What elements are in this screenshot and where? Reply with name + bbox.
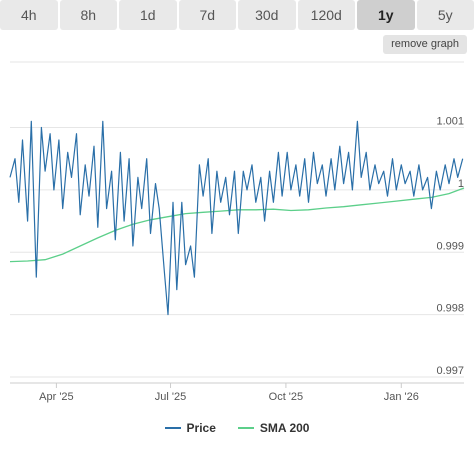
tab-5y[interactable]: 5y — [416, 0, 474, 30]
tab-1y[interactable]: 1y — [357, 0, 415, 30]
x-tick-label: Oct '25 — [269, 391, 304, 403]
y-tick-label: 1 — [458, 178, 464, 190]
y-tick-label: 1.001 — [436, 116, 464, 128]
timeframe-tabs: 4h 8h 1d 7d 30d 120d 1y 5y — [0, 0, 474, 30]
tab-1d[interactable]: 1d — [119, 0, 177, 30]
x-tick-label: Jan '26 — [384, 391, 419, 403]
tab-30d[interactable]: 30d — [238, 0, 296, 30]
x-tick-label: Jul '25 — [155, 391, 186, 403]
y-tick-label: 0.999 — [436, 240, 464, 252]
legend-item-price[interactable]: Price — [164, 421, 216, 435]
tab-120d[interactable]: 120d — [297, 0, 355, 30]
series-line-sma-200 — [9, 187, 465, 263]
y-tick-label: 0.998 — [436, 303, 464, 315]
tab-7d[interactable]: 7d — [178, 0, 236, 30]
legend-item-sma[interactable]: SMA 200 — [237, 421, 310, 435]
chart-legend: Price SMA 200 — [0, 421, 474, 435]
legend-swatch-sma — [237, 427, 254, 429]
legend-swatch-price — [164, 427, 181, 429]
legend-label-price: Price — [186, 421, 216, 435]
remove-graph-button[interactable]: remove graph — [383, 35, 467, 54]
series-line-price — [9, 120, 464, 316]
x-tick-label: Apr '25 — [39, 391, 74, 403]
tab-4h[interactable]: 4h — [0, 0, 58, 30]
tab-8h[interactable]: 8h — [59, 0, 117, 30]
legend-label-sma: SMA 200 — [259, 421, 310, 435]
y-tick-label: 0.997 — [436, 365, 464, 377]
